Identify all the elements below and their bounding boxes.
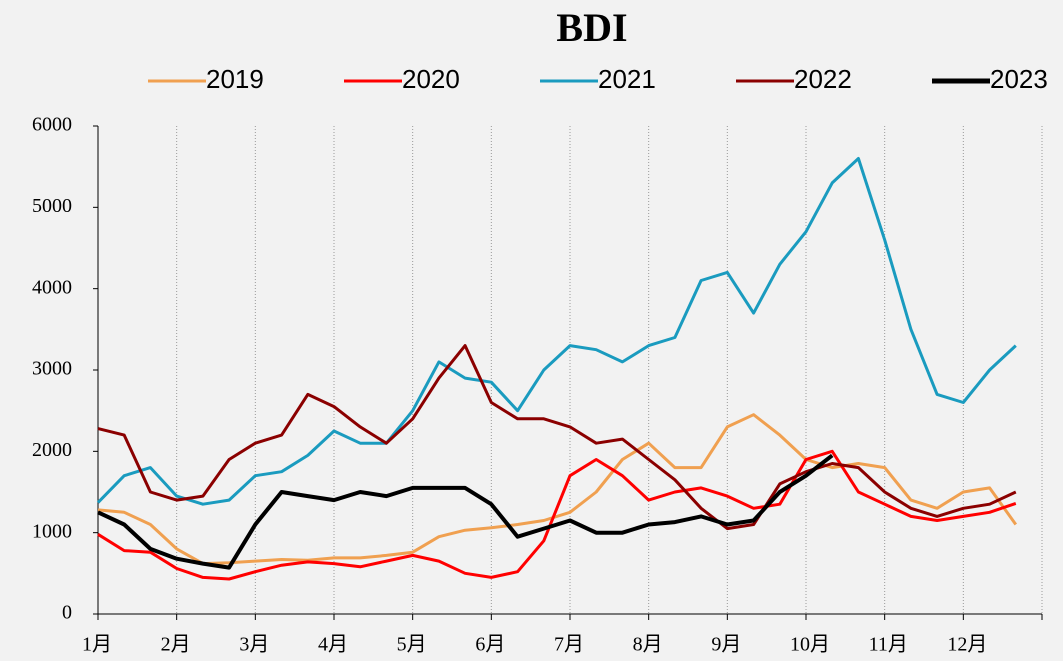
series-line	[97, 449, 1017, 581]
series-line	[97, 344, 1017, 531]
series-line	[96, 157, 1017, 506]
y-tick-label: 1000	[32, 520, 72, 542]
series-line	[97, 453, 834, 570]
legend-label: 2020	[402, 64, 460, 94]
y-tick-label: 0	[62, 602, 72, 624]
chart-title: BDI	[556, 5, 627, 50]
x-tick-label: 12月	[947, 634, 987, 656]
x-tick-label: 9月	[711, 634, 741, 656]
y-tick-label: 4000	[32, 276, 72, 298]
y-tick-label: 5000	[32, 195, 72, 217]
x-tick-label: 2月	[161, 634, 191, 656]
y-tick-label: 2000	[32, 439, 72, 461]
y-tick-label: 3000	[32, 358, 72, 380]
x-tick-label: 10月	[790, 634, 830, 656]
legend-label: 2023	[990, 64, 1048, 94]
x-tick-label: 1月	[82, 634, 112, 656]
x-tick-label: 6月	[475, 634, 505, 656]
legend-label: 2022	[794, 64, 852, 94]
y-tick-label: 6000	[32, 114, 72, 136]
x-tick-label: 8月	[633, 634, 663, 656]
x-tick-label: 5月	[397, 634, 427, 656]
legend-label: 2019	[206, 64, 264, 94]
x-tick-label: 4月	[318, 634, 348, 656]
series-line	[97, 413, 1018, 566]
x-tick-label: 3月	[239, 634, 269, 656]
x-tick-label: 11月	[869, 634, 908, 656]
x-tick-label: 7月	[554, 634, 584, 656]
legend-label: 2021	[598, 64, 656, 94]
